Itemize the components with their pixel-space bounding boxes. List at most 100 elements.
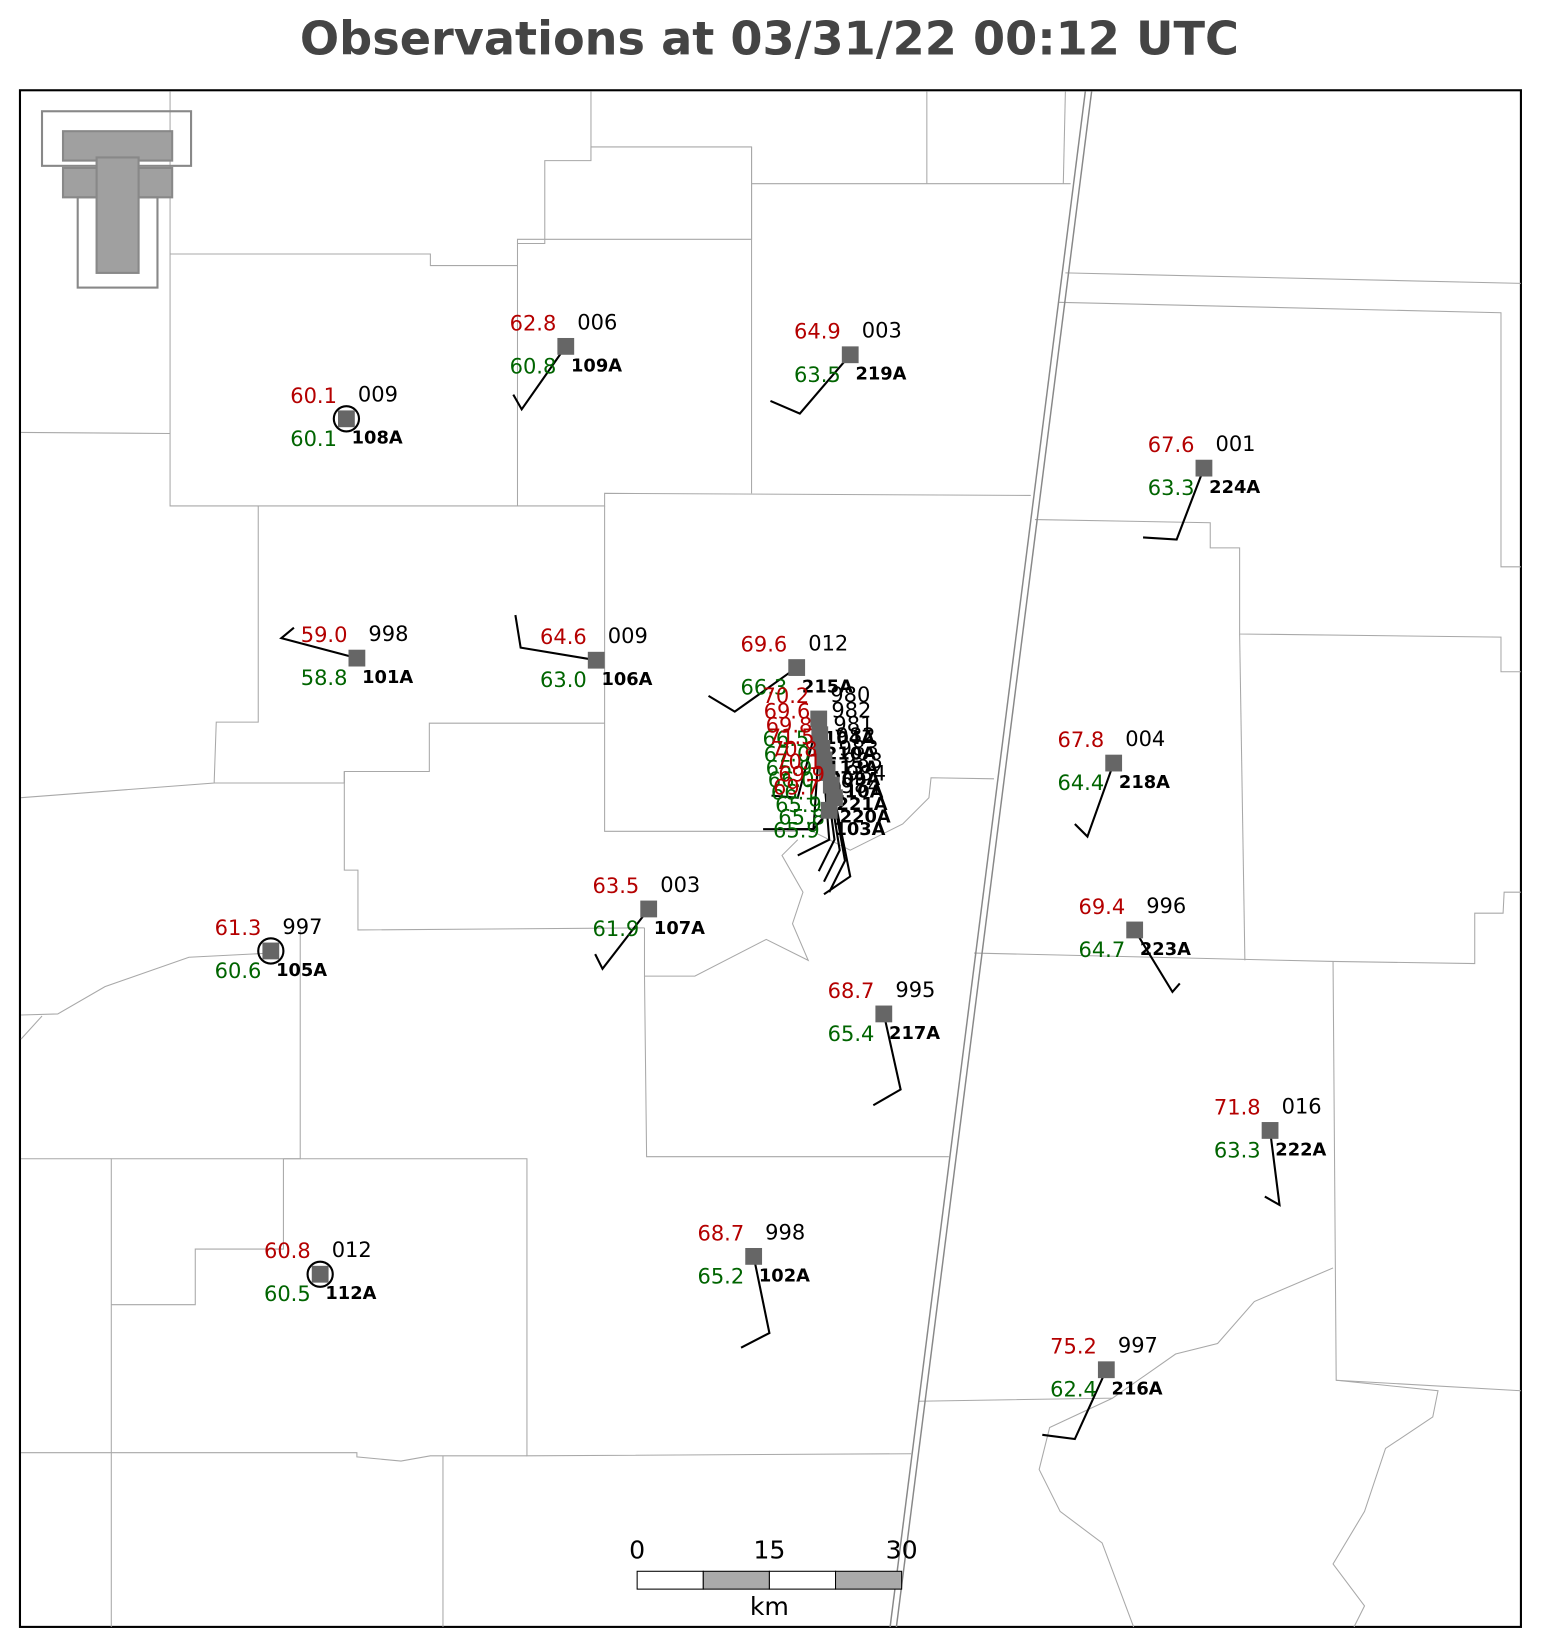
dewpoint: 58.8 (301, 666, 348, 690)
temperature: 63.5 (593, 874, 640, 898)
pressure: 982 (836, 724, 876, 748)
station: 68.7 65.2 998 102A (697, 1220, 810, 1349)
scale-label: 15 (753, 1535, 785, 1564)
station: 69.6 66.3 012 215A (707, 631, 853, 713)
station: 60.1 60.1 009 108A (290, 383, 403, 451)
station-marker (1097, 1361, 1115, 1379)
pressure: 998 (765, 1220, 805, 1244)
dewpoint: 64.7 (1078, 938, 1125, 962)
station-id: 106A (601, 669, 652, 690)
scale-segment (768, 1570, 837, 1590)
station-marker (875, 1005, 893, 1023)
scale-label: 30 (886, 1535, 918, 1564)
station-marker (811, 726, 829, 744)
pressure: 012 (808, 631, 848, 655)
pressure: 983 (843, 749, 883, 773)
station-marker (311, 1265, 329, 1283)
pressure: 983 (839, 736, 879, 760)
station-marker (841, 346, 859, 364)
temperature: 69.7 (773, 775, 820, 799)
temperature: 69.4 (1078, 895, 1125, 919)
station: 67.8 64.4 004 218A (1057, 727, 1170, 839)
dewpoint: 63.5 (794, 363, 841, 387)
pressure: 995 (895, 978, 935, 1002)
temperature: 70.2 (763, 684, 810, 708)
pressure: 003 (660, 873, 700, 897)
station-id: 109A (571, 355, 622, 376)
dewpoint: 64.4 (1057, 771, 1104, 795)
station-id: 221A (837, 794, 888, 815)
wind-barb (1133, 929, 1181, 994)
wind-barb (872, 1013, 902, 1107)
temperature: 69.9 (778, 763, 825, 787)
station-marker (745, 1247, 763, 1265)
station-id: 209A (829, 769, 880, 790)
station: 64.6 63.0 009 106A (514, 614, 653, 692)
pressure: 981 (833, 712, 873, 736)
wind-barb (1042, 1369, 1108, 1441)
station-id: 103A (834, 819, 885, 840)
temperature: 60.8 (264, 1239, 311, 1263)
temperature: 67.6 (1148, 433, 1195, 457)
station-marker (338, 410, 355, 428)
pressure: 001 (1215, 432, 1255, 456)
temperature: 60.1 (290, 384, 337, 408)
pressure: 997 (1118, 1334, 1158, 1358)
station-id: 107A (654, 918, 705, 939)
station-id: 216A (1112, 1379, 1163, 1400)
temperature: 68.7 (828, 979, 875, 1003)
pressure: 009 (608, 624, 648, 648)
station-marker (1126, 921, 1144, 939)
dewpoint: 65.9 (773, 818, 820, 842)
wind-barb (771, 718, 820, 799)
dewpoint: 66.0 (768, 768, 815, 792)
station-marker (587, 651, 605, 669)
station-id: 112A (325, 1283, 376, 1304)
wind-barb (707, 666, 798, 713)
pressure: 012 (332, 1238, 372, 1262)
station-id: 110A (832, 781, 883, 802)
station: 69.4 64.7 996 223A (1078, 894, 1191, 994)
state-line (889, 91, 1093, 1628)
station: 68.7 65.4 995 217A (828, 978, 940, 1107)
station: 63.5 61.9 003 107A (593, 873, 705, 971)
pressure: 996 (1146, 894, 1186, 918)
wind-barb (770, 354, 852, 415)
scale-label: 0 (629, 1535, 645, 1564)
scale-segment (702, 1570, 770, 1590)
station: 64.9 63.5 003 219A (770, 319, 907, 415)
temperature: 70.1 (775, 750, 822, 774)
temperature: 71.8 (1214, 1095, 1261, 1119)
station: 62.8 60.8 006 109A (510, 310, 622, 412)
dewpoint: 60.1 (290, 427, 337, 451)
station-id: 113A (827, 757, 878, 778)
dewpoint: 63.3 (1148, 476, 1195, 500)
wind-barb (1264, 1130, 1281, 1207)
wind-barb (514, 614, 597, 662)
station: 60.8 60.5 012 112A (264, 1238, 377, 1306)
temperature: 68.7 (697, 1221, 744, 1245)
dewpoint: 65.4 (828, 1022, 875, 1046)
station-marker (1261, 1122, 1279, 1139)
scale-bar: 0 15 30 km (629, 1535, 918, 1621)
temperature: 70.8 (771, 737, 818, 761)
station-id: 105A (276, 960, 327, 981)
temperature: 69.6 (741, 633, 788, 657)
station-marker (788, 659, 806, 676)
station-id: 215A (802, 677, 853, 698)
wind-barb (740, 1256, 771, 1349)
temperature: 59.0 (301, 623, 348, 647)
map-frame (18, 89, 1522, 1628)
station-id: 217A (889, 1023, 940, 1044)
pressure: 016 (1282, 1094, 1322, 1118)
station: 71.5 66.0 982 209A (768, 724, 880, 872)
dewpoint: 60.6 (215, 959, 262, 983)
station-id: 224A (1209, 477, 1260, 498)
dewpoint: 67.0 (764, 743, 811, 767)
station: 61.3 60.6 997 105A (215, 915, 328, 983)
dewpoint: 66.3 (741, 676, 788, 700)
temperature: 64.9 (794, 320, 841, 344)
